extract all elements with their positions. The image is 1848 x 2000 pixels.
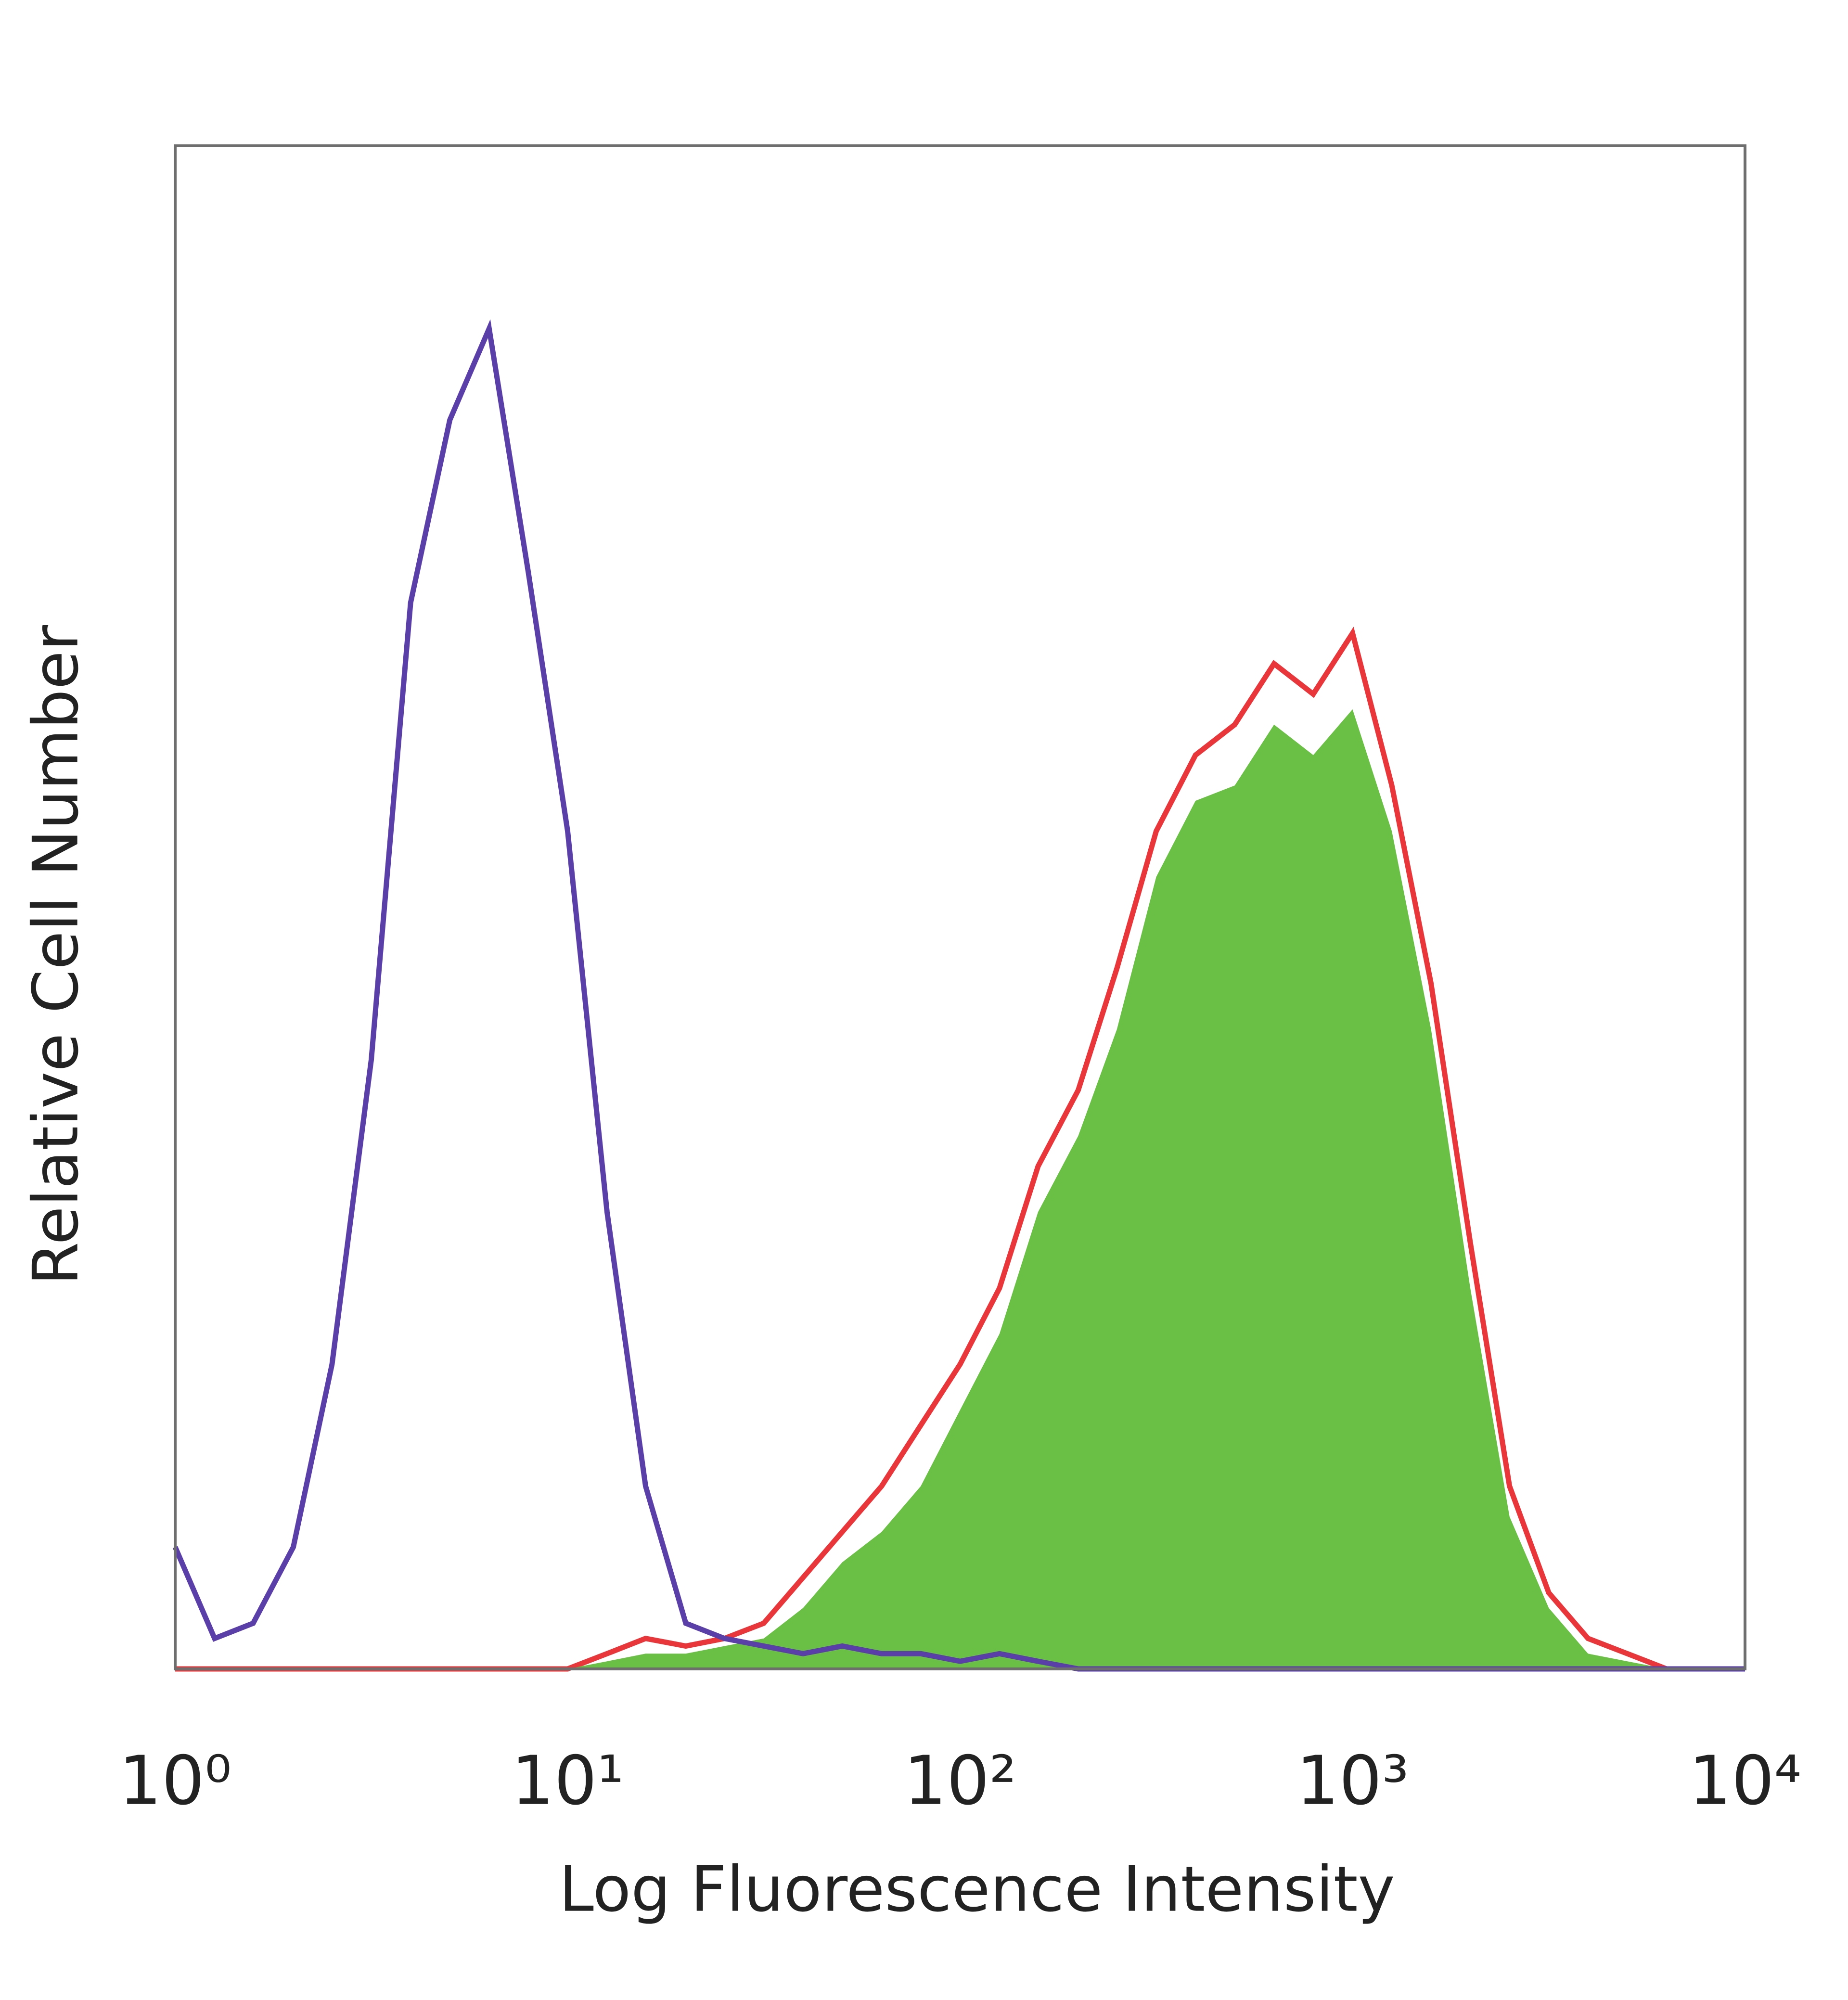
x-tick-label: 10⁰ [119, 1742, 231, 1821]
plot-frame [174, 144, 1746, 1670]
x-tick-label: 10² [904, 1742, 1016, 1821]
histogram-area [175, 709, 1745, 1669]
x-tick-label: 10⁴ [1689, 1742, 1801, 1821]
x-tick-label: 10³ [1296, 1742, 1409, 1821]
x-axis-label: Log Fluorescence Intensity [559, 1853, 1395, 1926]
x-tick-label: 10¹ [511, 1742, 624, 1821]
y-axis-label: Relative Cell Number [19, 625, 92, 1285]
